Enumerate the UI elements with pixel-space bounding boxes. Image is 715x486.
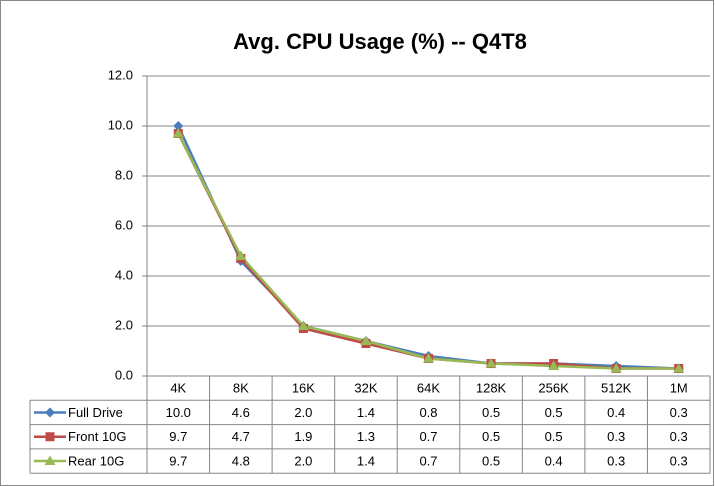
data-point <box>610 363 622 373</box>
table-value: 2.0 <box>294 453 312 468</box>
table-value: 0.3 <box>670 429 688 444</box>
table-value: 10.0 <box>166 405 191 420</box>
data-point <box>173 121 184 131</box>
legend-label: Rear 10G <box>68 453 124 468</box>
table-value: 4.8 <box>232 453 250 468</box>
table-value: 0.3 <box>670 405 688 420</box>
table-value: 0.4 <box>607 405 625 420</box>
y-tick-label: 4.0 <box>115 267 133 282</box>
table-value: 1.4 <box>357 453 375 468</box>
data-point <box>673 363 685 373</box>
legend-marker <box>45 407 55 418</box>
x-tick-label: 512K <box>601 381 632 396</box>
table-value: 9.7 <box>169 453 187 468</box>
table-value: 0.3 <box>670 453 688 468</box>
x-tick-label: 256K <box>538 381 569 396</box>
x-tick-label: 8K <box>233 381 249 396</box>
table-value: 0.5 <box>482 453 500 468</box>
data-point <box>172 128 184 138</box>
y-tick-label: 2.0 <box>115 317 133 332</box>
table-value: 1.3 <box>357 429 375 444</box>
data-point <box>423 353 434 363</box>
table-value: 0.5 <box>482 405 500 420</box>
legend-label: Full Drive <box>68 405 123 420</box>
x-tick-label: 128K <box>476 381 507 396</box>
y-tick-label: 12.0 <box>108 67 133 82</box>
table-value: 0.4 <box>545 453 563 468</box>
table-value: 4.6 <box>232 405 250 420</box>
data-point <box>360 335 372 345</box>
legend-label: Front 10G <box>68 429 127 444</box>
table-value: 9.7 <box>169 429 187 444</box>
y-tick-label: 10.0 <box>108 117 133 132</box>
table-value: 0.5 <box>545 429 563 444</box>
x-tick-label: 32K <box>354 381 377 396</box>
x-tick-label: 1M <box>670 381 688 396</box>
legend-marker <box>45 432 55 442</box>
legend-marker <box>44 455 56 466</box>
table-value: 1.4 <box>357 405 375 420</box>
table-value: 4.7 <box>232 429 250 444</box>
table-value: 0.7 <box>419 429 437 444</box>
chart-title: Avg. CPU Usage (%) -- Q4T8 <box>233 29 527 54</box>
table-value: 0.8 <box>419 405 437 420</box>
table-value: 0.5 <box>545 405 563 420</box>
table-value: 0.3 <box>607 453 625 468</box>
data-point <box>548 360 560 370</box>
x-tick-label: 64K <box>417 381 440 396</box>
table-value: 0.7 <box>419 453 437 468</box>
table-value: 2.0 <box>294 405 312 420</box>
y-tick-label: 0.0 <box>115 367 133 382</box>
data-point <box>297 320 309 330</box>
x-tick-label: 4K <box>170 381 186 396</box>
table-value: 0.3 <box>607 429 625 444</box>
data-point <box>235 250 247 260</box>
data-point <box>485 358 497 368</box>
table-value: 0.5 <box>482 429 500 444</box>
y-tick-label: 8.0 <box>115 167 133 182</box>
table-value: 1.9 <box>294 429 312 444</box>
x-tick-label: 16K <box>292 381 315 396</box>
y-tick-label: 6.0 <box>115 217 133 232</box>
